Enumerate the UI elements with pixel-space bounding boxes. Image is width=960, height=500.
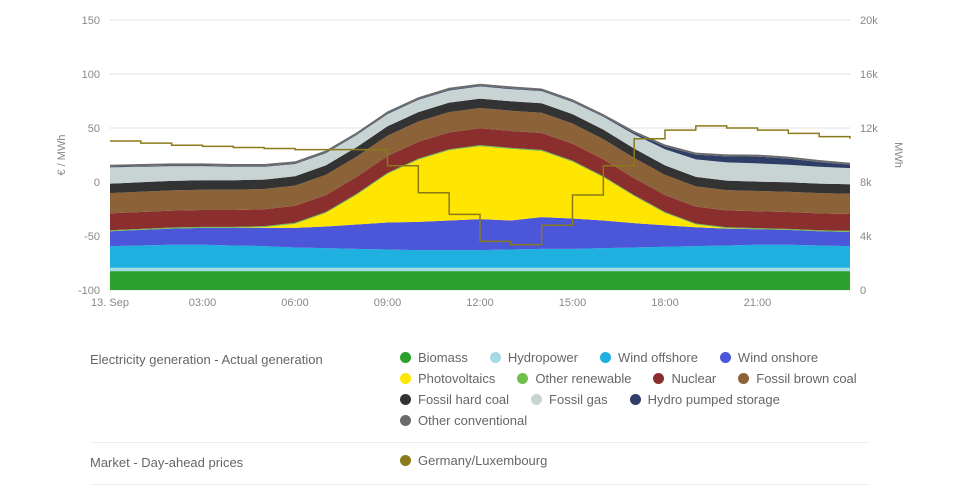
legend-swatch (738, 373, 749, 384)
legend-generation-item[interactable]: Fossil hard coal (400, 392, 509, 407)
legend-label: Photovoltaics (418, 371, 495, 386)
legend-generation-item[interactable]: Other renewable (517, 371, 631, 386)
legend-swatch (400, 415, 411, 426)
legend-market: Market - Day-ahead prices Germany/Luxemb… (90, 443, 870, 485)
legend-generation-item[interactable]: Fossil brown coal (738, 371, 856, 386)
legend-label: Other conventional (418, 413, 527, 428)
y-left-tick-label: 50 (88, 123, 100, 135)
y-right-tick-label: 20k (860, 15, 878, 27)
legend-label: Wind offshore (618, 350, 698, 365)
y-right-tick-label: 0 (860, 285, 866, 297)
legend-swatch (600, 352, 611, 363)
legend-swatch (653, 373, 664, 384)
legend-swatch (630, 394, 641, 405)
x-tick-label: 06:00 (281, 297, 309, 309)
legend-generation-item[interactable]: Other conventional (400, 413, 527, 428)
legend-label: Fossil gas (549, 392, 608, 407)
legend-label: Germany/Luxembourg (418, 453, 547, 468)
chart-svg: 13. Sep 03:00 06:00 09:00 12:00 15:00 18:00 21:… (0, 0, 960, 340)
y-right-tick-label: 12k (860, 123, 878, 135)
legend-generation-item[interactable]: Nuclear (653, 371, 716, 386)
legend-swatch (531, 394, 542, 405)
x-tick-label: 03:00 (189, 297, 217, 309)
legend-market-title: Market - Day-ahead prices (90, 453, 400, 470)
legend-swatch (400, 352, 411, 363)
legend-swatch (400, 394, 411, 405)
y-left-title: € / MWh (56, 135, 68, 176)
legend-generation-item[interactable]: Fossil gas (531, 392, 608, 407)
x-tick-label: 15:00 (559, 297, 587, 309)
legend-market-items: Germany/Luxembourg (400, 453, 547, 468)
x-tick-label: 09:00 (374, 297, 402, 309)
y-left-tick-label: -100 (78, 285, 100, 297)
legend-swatch (517, 373, 528, 384)
legend-label: Fossil hard coal (418, 392, 509, 407)
legend-label: Wind onshore (738, 350, 818, 365)
legend-market-item[interactable]: Germany/Luxembourg (400, 453, 547, 468)
y-right-title: MWh (892, 142, 904, 168)
legend-label: Hydro pumped storage (648, 392, 780, 407)
y-left-tick-label: 150 (82, 15, 100, 27)
legend-generation: Electricity generation - Actual generati… (90, 340, 870, 443)
legend-generation-item[interactable]: Biomass (400, 350, 468, 365)
legend-generation-item[interactable]: Hydropower (490, 350, 578, 365)
legend-label: Hydropower (508, 350, 578, 365)
legend-swatch (490, 352, 501, 363)
y-left-tick-label: 100 (82, 69, 100, 81)
legend-generation-item[interactable]: Hydro pumped storage (630, 392, 780, 407)
y-right-tick-label: 8k (860, 177, 872, 189)
legend-generation-items: Biomass Hydropower Wind offshore Wind onsho… (400, 350, 870, 428)
legend-label: Biomass (418, 350, 468, 365)
legend-swatch (400, 373, 411, 384)
legend-generation-title: Electricity generation - Actual generati… (90, 350, 400, 367)
area-hydropower (110, 268, 850, 271)
legend-label: Nuclear (671, 371, 716, 386)
legend-swatch (720, 352, 731, 363)
legend-label: Other renewable (535, 371, 631, 386)
x-tick-label: 18:00 (651, 297, 679, 309)
x-tick-label: 21:00 (744, 297, 772, 309)
y-left-tick-label: 0 (94, 177, 100, 189)
legend-generation-item[interactable]: Photovoltaics (400, 371, 495, 386)
y-right-tick-label: 16k (860, 69, 878, 81)
legend-generation-item[interactable]: Wind onshore (720, 350, 818, 365)
area-biomass (110, 271, 850, 290)
y-left-tick-label: -50 (84, 231, 100, 243)
x-tick-label: 13. Sep (91, 297, 129, 309)
x-tick-label: 12:00 (466, 297, 494, 309)
generation-chart: 13. Sep 03:00 06:00 09:00 12:00 15:00 18:00 21:… (0, 0, 960, 340)
legend-generation-item[interactable]: Wind offshore (600, 350, 698, 365)
legend-label: Fossil brown coal (756, 371, 856, 386)
legend-swatch (400, 455, 411, 466)
y-right-tick-label: 4k (860, 231, 872, 243)
